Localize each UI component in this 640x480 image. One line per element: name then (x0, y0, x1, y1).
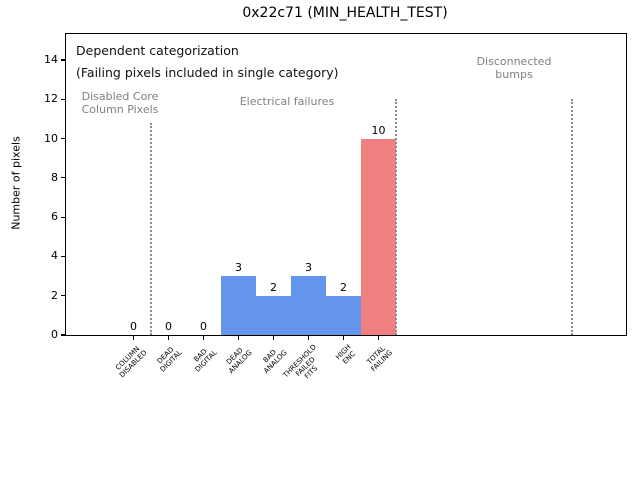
x-tick-mark (342, 335, 345, 340)
y-tick-label: 2 (51, 288, 58, 302)
y-tick-label: 0 (51, 328, 58, 341)
y-tick-mark (61, 177, 66, 179)
y-tick-mark (61, 295, 66, 297)
x-tick-mark (202, 335, 205, 340)
y-tick-label: 6 (51, 210, 58, 224)
plot-area: Dependent categorization (Failing pixels… (44, 33, 627, 381)
bar-value-label: 10 (371, 123, 386, 137)
group-label-disabled-core-column-pixels: Disabled Core Column Pixels (81, 90, 159, 116)
x-tick-label: DEAD DIGITAL (155, 345, 184, 374)
x-tick-mark (307, 335, 310, 340)
x-tick-mark (272, 335, 275, 340)
group-label-disconnected-bumps: Disconnected bumps (476, 55, 552, 81)
bar (291, 276, 326, 335)
bar-value-label: 3 (305, 261, 312, 275)
x-tick-label: HIGH ENC (334, 343, 358, 366)
bar (221, 276, 256, 335)
y-tick-mark (61, 137, 66, 140)
annotation-failing-pixels-note: (Failing pixels included in single categ… (76, 65, 339, 80)
bar-value-label: 0 (130, 320, 137, 333)
bar-value-label: 3 (235, 261, 242, 275)
bar (326, 295, 361, 335)
x-tick-label: TOTAL FAILING (365, 344, 394, 374)
x-tick-label: DEAD ANALOG (225, 346, 254, 376)
y-tick-label: 10 (44, 131, 58, 145)
bar-value-label: 0 (200, 320, 207, 333)
bar-value-label: 2 (270, 280, 277, 294)
y-tick-label: 8 (51, 170, 58, 184)
bar (256, 295, 291, 335)
x-tick-mark (167, 335, 170, 340)
chart-title: 0x22c71 (MIN_HEALTH_TEST) (242, 5, 448, 21)
y-tick-mark (61, 98, 66, 100)
bar-value-label: 0 (165, 320, 172, 333)
y-tick-mark (61, 216, 66, 218)
y-tick-mark (61, 59, 66, 61)
bar-value-label: 2 (340, 280, 347, 294)
x-tick-mark (132, 335, 135, 340)
y-tick-mark (61, 334, 66, 336)
x-tick-label: COLUMN DISABLED (114, 344, 149, 380)
x-tick-mark (237, 335, 240, 340)
group-label-electrical-failures: Electrical failures (239, 95, 335, 108)
annotation-dependent-categorization: Dependent categorization (76, 43, 239, 58)
x-tick-label: BAD DIGITAL (192, 347, 219, 374)
y-tick-label: 14 (44, 53, 58, 66)
y-tick-label: 4 (51, 249, 58, 263)
y-tick-mark (61, 255, 66, 258)
group-separator-line (150, 122, 152, 335)
group-separator-line (571, 99, 574, 335)
x-tick-label: THRESHOLD FAILED FITS (281, 343, 320, 381)
group-separator-line (395, 99, 397, 335)
x-tick-mark (377, 335, 380, 340)
y-tick-label: 12 (44, 92, 58, 106)
bar (361, 138, 396, 335)
